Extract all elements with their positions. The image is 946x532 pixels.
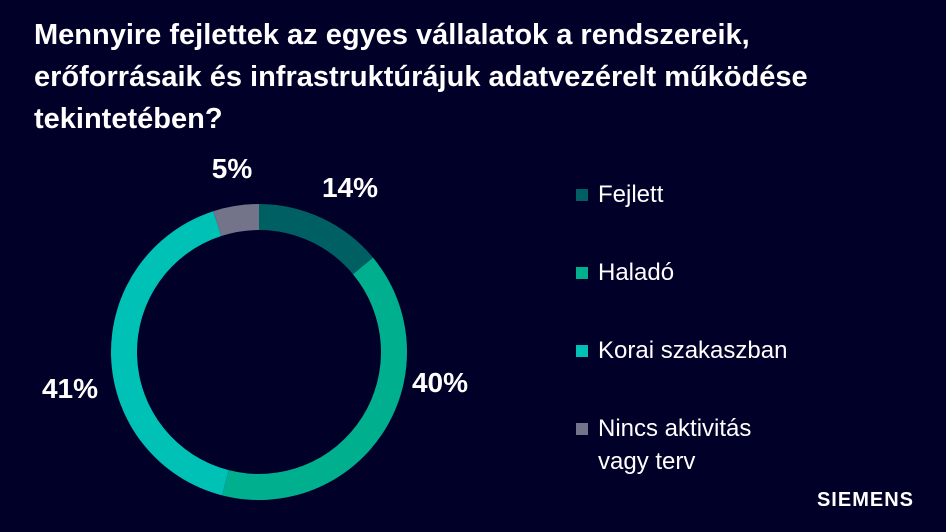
legend-item-halado: Haladó: [576, 256, 836, 289]
donut-data-labels: 14% 40% 41% 5%: [42, 153, 468, 404]
legend-item-fejlett: Fejlett: [576, 178, 836, 211]
legend-swatch: [576, 345, 588, 357]
legend-label: Nincs aktivitás vagy terv: [598, 415, 752, 475]
siemens-logo: SIEMENS: [816, 489, 914, 511]
data-label-halado: 40%: [412, 367, 468, 398]
legend-label: Fejlett: [598, 181, 664, 208]
data-label-korai-szakaszban: 41%: [42, 373, 98, 404]
data-label-nincs-aktivitas: 5%: [212, 153, 253, 184]
legend-swatch: [576, 423, 588, 435]
slice-fejlett: [259, 204, 374, 275]
chart-title: Mennyire fejlettek az egyes vállalatok a…: [34, 19, 808, 135]
data-label-fejlett: 14%: [322, 172, 378, 203]
legend-label: Haladó: [598, 259, 675, 286]
legend-item-nincs-aktivitas: Nincs aktivitás vagy terv: [576, 412, 836, 478]
legend-swatch: [576, 189, 588, 201]
slice-korai-szakaszban: [110, 211, 229, 496]
legend-swatch: [576, 267, 588, 279]
legend-item-korai-szakaszban: Korai szakaszban: [576, 334, 836, 367]
slice-halado: [222, 257, 408, 501]
donut-slices: [110, 204, 408, 501]
legend-label: Korai szakaszban: [598, 337, 788, 364]
slice-nincs-aktivitas: [213, 204, 259, 236]
